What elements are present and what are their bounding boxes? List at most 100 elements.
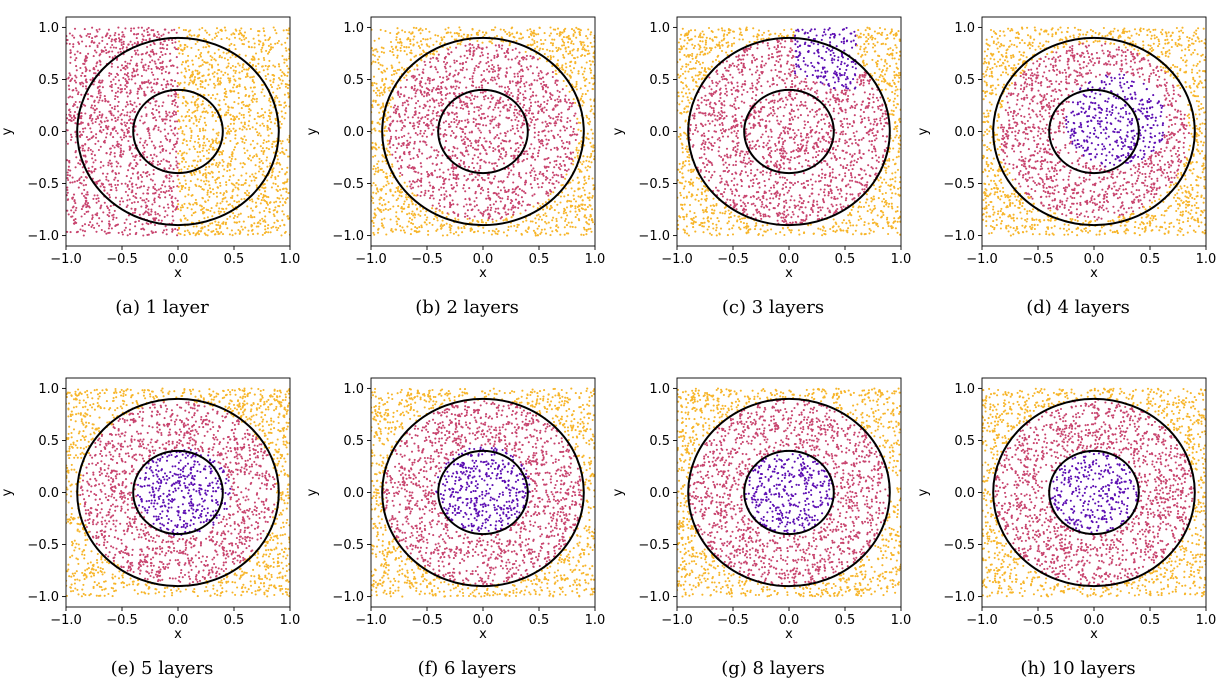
data-point <box>400 66 404 69</box>
data-point <box>529 87 532 90</box>
data-point <box>225 190 228 194</box>
data-point <box>591 221 594 224</box>
data-point <box>530 121 533 124</box>
data-point <box>551 42 555 45</box>
data-point <box>228 179 231 182</box>
data-point <box>93 108 96 112</box>
data-point <box>140 26 143 29</box>
data-point <box>96 45 99 49</box>
data-point <box>246 205 249 208</box>
data-point <box>450 51 453 54</box>
data-point <box>166 114 169 117</box>
data-point <box>173 127 176 130</box>
data-point <box>585 78 588 81</box>
data-point <box>257 221 260 224</box>
data-point <box>394 46 397 49</box>
data-point <box>280 122 283 126</box>
data-point <box>534 47 537 50</box>
data-point <box>67 213 70 216</box>
data-point <box>577 28 580 31</box>
data-point <box>153 201 156 204</box>
data-point <box>149 102 152 105</box>
data-point <box>116 90 119 93</box>
data-point <box>516 72 519 75</box>
data-point <box>449 231 452 234</box>
data-point <box>110 165 113 168</box>
data-point <box>504 155 507 158</box>
data-point <box>497 149 501 152</box>
data-point <box>241 70 244 73</box>
data-point <box>586 169 589 172</box>
data-point <box>409 157 412 161</box>
data-point <box>471 162 474 165</box>
data-point <box>209 222 212 225</box>
data-point <box>544 134 547 137</box>
data-point <box>267 140 270 143</box>
data-point <box>403 68 406 71</box>
data-point <box>496 164 499 168</box>
data-point <box>166 203 169 206</box>
data-point <box>177 227 181 230</box>
data-point <box>241 228 244 231</box>
data-point <box>70 209 73 212</box>
data-point <box>525 172 528 175</box>
data-point <box>556 59 560 62</box>
data-point <box>279 78 282 81</box>
data-point <box>505 140 508 143</box>
data-point <box>146 127 149 131</box>
data-point <box>419 210 422 213</box>
data-point <box>276 87 279 90</box>
data-point <box>95 118 98 121</box>
data-point <box>398 115 401 118</box>
data-point <box>244 94 247 98</box>
data-point <box>87 205 91 208</box>
data-point <box>264 111 267 114</box>
data-point <box>180 219 183 222</box>
data-point <box>152 144 155 147</box>
data-point <box>525 58 528 61</box>
data-point <box>375 48 378 51</box>
data-point <box>286 65 289 68</box>
data-point <box>244 226 247 229</box>
data-point <box>165 228 168 231</box>
data-point <box>514 142 517 145</box>
data-point <box>265 147 268 150</box>
data-point <box>522 220 525 223</box>
data-point <box>389 50 392 53</box>
data-point <box>496 145 500 148</box>
data-point <box>73 103 76 106</box>
data-point <box>269 48 273 51</box>
data-point <box>473 215 476 218</box>
data-point <box>226 165 229 169</box>
data-point <box>174 113 178 116</box>
data-point <box>184 76 187 79</box>
data-point <box>465 125 468 128</box>
data-point <box>248 120 251 123</box>
data-point <box>589 71 592 74</box>
data-point <box>261 147 264 150</box>
data-point <box>443 182 446 185</box>
data-point <box>271 171 274 174</box>
data-point <box>123 221 126 225</box>
data-point <box>74 151 77 154</box>
data-point <box>181 160 184 163</box>
data-point <box>169 138 172 141</box>
data-point <box>441 154 444 157</box>
data-point <box>144 139 147 142</box>
data-point <box>258 30 261 33</box>
data-point <box>229 160 233 163</box>
data-point <box>270 226 273 229</box>
data-point <box>103 95 106 98</box>
data-point <box>400 44 403 47</box>
data-point <box>255 153 258 156</box>
data-point <box>149 213 152 216</box>
data-point <box>84 85 88 88</box>
data-point <box>204 129 207 132</box>
data-point <box>526 231 529 234</box>
data-point <box>75 65 78 68</box>
data-point <box>462 205 465 208</box>
data-point <box>106 192 109 195</box>
data-point <box>114 183 117 187</box>
data-point <box>392 194 395 197</box>
data-point <box>205 173 208 177</box>
